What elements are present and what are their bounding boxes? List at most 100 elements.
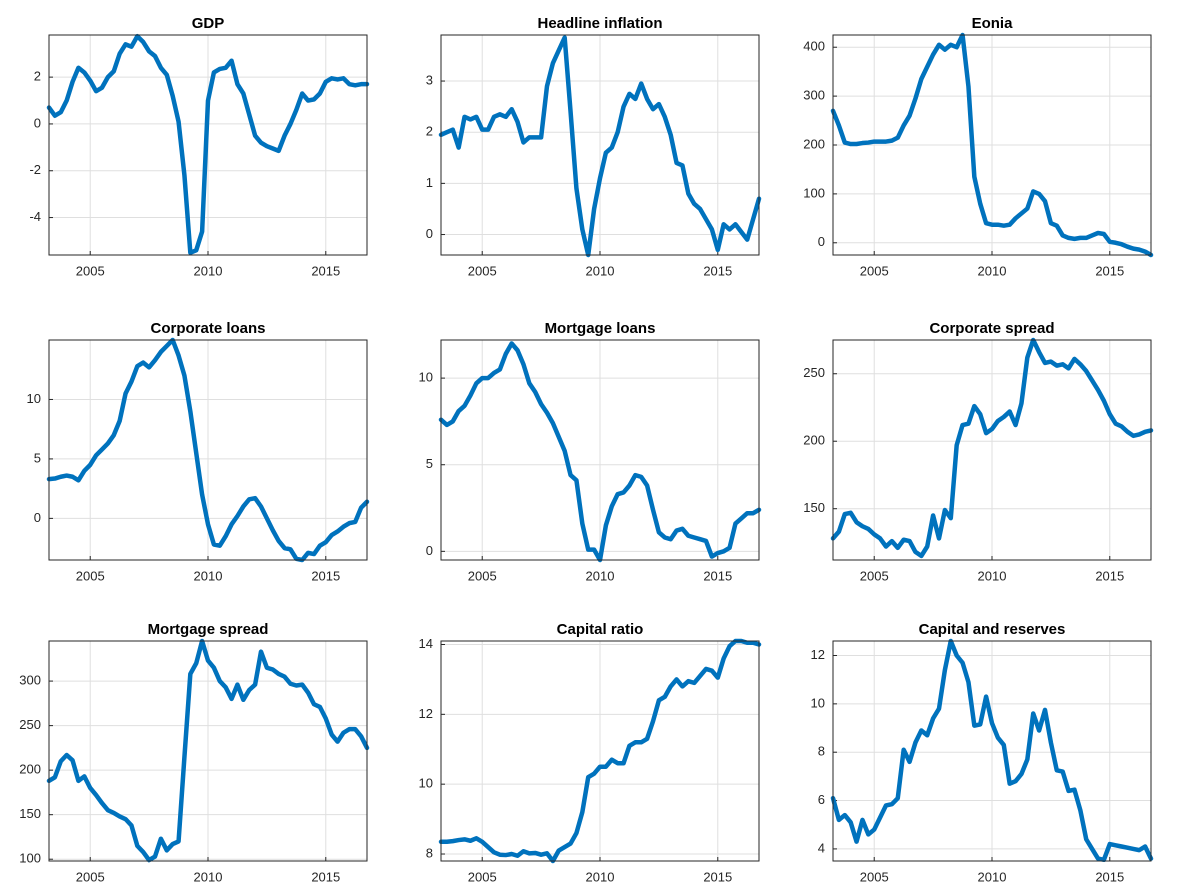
panel: 0 100 200 300 400 2005 2010 2015 Eonia: [803, 15, 1154, 278]
chart-title: GDP: [192, 15, 225, 32]
chart-title: Mortgage loans: [545, 320, 656, 337]
data-line: [46, 337, 370, 563]
y-tick-label: 12: [419, 706, 433, 721]
y-tick-label: 300: [19, 673, 41, 688]
y-tick-label: 0: [426, 543, 433, 558]
x-tick-label: 2005: [76, 568, 105, 583]
chart-title: Corporate loans: [150, 320, 265, 337]
axes-box: [440, 34, 760, 256]
x-tick-label: 2010: [978, 263, 1007, 278]
y-tick-label: 5: [34, 450, 41, 465]
y-tick-label: 2: [34, 69, 41, 84]
y-tick-label: 0: [818, 234, 825, 249]
x-tick-label: 2010: [586, 263, 615, 278]
chart-title: Capital and reserves: [919, 621, 1066, 638]
panel: 0 5 10 2005 2010 2015 Mortgage loans: [419, 320, 762, 583]
x-tick-label: 2015: [703, 263, 732, 278]
panel: 4 6 8 10 12 2005 2010 2015 Capital and reserves: [811, 621, 1154, 884]
x-tick-label: 2010: [978, 869, 1007, 884]
x-tick-label: 2015: [703, 568, 732, 583]
y-tick-label: 10: [27, 391, 41, 406]
y-tick-label: 3: [426, 72, 433, 87]
y-tick-label: 100: [19, 851, 41, 866]
y-tick-label: 100: [803, 185, 825, 200]
x-tick-label: 2010: [194, 568, 223, 583]
x-tick-label: 2015: [1095, 869, 1124, 884]
x-tick-label: 2010: [978, 568, 1007, 583]
y-tick-label: 200: [803, 136, 825, 151]
x-tick-label: 2005: [860, 263, 889, 278]
axes-box: [832, 339, 1152, 561]
y-tick-label: 6: [818, 792, 825, 807]
axes-box: [832, 34, 1152, 256]
x-tick-label: 2010: [194, 869, 223, 884]
x-tick-label: 2005: [468, 263, 497, 278]
y-tick-label: 0: [34, 115, 41, 130]
x-tick-label: 2005: [860, 568, 889, 583]
panel: 100 150 200 250 300 2005 2010 2015 Mortgage spre…: [19, 621, 370, 884]
x-tick-label: 2005: [76, 263, 105, 278]
y-tick-label: 200: [803, 433, 825, 448]
axes-box: [832, 640, 1152, 862]
y-tick-label: 300: [803, 88, 825, 103]
x-tick-label: 2010: [194, 263, 223, 278]
y-tick-label: 150: [19, 806, 41, 821]
axes-box: [48, 640, 368, 862]
y-tick-label: -4: [29, 209, 41, 224]
axes-box: [48, 34, 368, 256]
y-tick-label: 5: [426, 456, 433, 471]
chart-title: Headline inflation: [537, 15, 662, 32]
y-tick-label: 8: [426, 845, 433, 860]
x-tick-label: 2015: [1095, 568, 1124, 583]
chart-title: Eonia: [972, 15, 1013, 32]
y-tick-label: 8: [818, 744, 825, 759]
y-tick-label: 250: [803, 365, 825, 380]
x-tick-label: 2010: [586, 869, 615, 884]
chart-title: Corporate spread: [929, 320, 1054, 337]
y-tick-label: 0: [426, 226, 433, 241]
x-tick-label: 2005: [76, 869, 105, 884]
x-tick-label: 2005: [860, 869, 889, 884]
y-tick-label: 200: [19, 762, 41, 777]
y-tick-label: 10: [419, 370, 433, 385]
data-line: [46, 33, 370, 255]
data-line: [830, 337, 1154, 559]
data-line: [438, 638, 762, 864]
y-tick-label: 150: [803, 500, 825, 515]
x-tick-label: 2005: [468, 568, 497, 583]
panel: 8 10 12 14 2005 2010 2015 Capital ratio: [419, 621, 762, 884]
axes-box: [440, 640, 760, 862]
data-line: [46, 638, 370, 863]
y-tick-label: 250: [19, 717, 41, 732]
x-tick-label: 2010: [586, 568, 615, 583]
axes-box: [440, 339, 760, 561]
data-line: [830, 638, 1154, 863]
panel: 0 1 2 3 2005 2010 2015 Headline inflation: [426, 15, 762, 278]
y-tick-label: 400: [803, 39, 825, 54]
panel: -4 -2 0 2 2005 2010 2015 GDP: [29, 15, 370, 278]
y-tick-label: 10: [419, 776, 433, 791]
y-tick-label: 14: [419, 636, 433, 651]
y-tick-label: 2: [426, 124, 433, 139]
y-tick-label: 10: [811, 695, 825, 710]
panel: 150 200 250 2005 2010 2015 Corporate spread: [803, 320, 1154, 583]
x-tick-label: 2015: [311, 869, 340, 884]
axes-box: [48, 339, 368, 561]
x-tick-label: 2015: [703, 869, 732, 884]
x-tick-label: 2015: [311, 568, 340, 583]
data-line: [438, 35, 762, 258]
y-tick-label: 4: [818, 840, 825, 855]
chart-title: Capital ratio: [557, 621, 644, 638]
y-tick-label: 12: [811, 647, 825, 662]
y-tick-label: -2: [29, 162, 41, 177]
y-tick-label: 1: [426, 175, 433, 190]
chart-title: Mortgage spread: [148, 621, 269, 638]
data-line: [830, 32, 1154, 258]
y-tick-label: 0: [34, 510, 41, 525]
x-tick-label: 2015: [311, 263, 340, 278]
panel: 0 5 10 2005 2010 2015 Corporate loans: [27, 320, 370, 583]
x-tick-label: 2015: [1095, 263, 1124, 278]
x-tick-label: 2005: [468, 869, 497, 884]
